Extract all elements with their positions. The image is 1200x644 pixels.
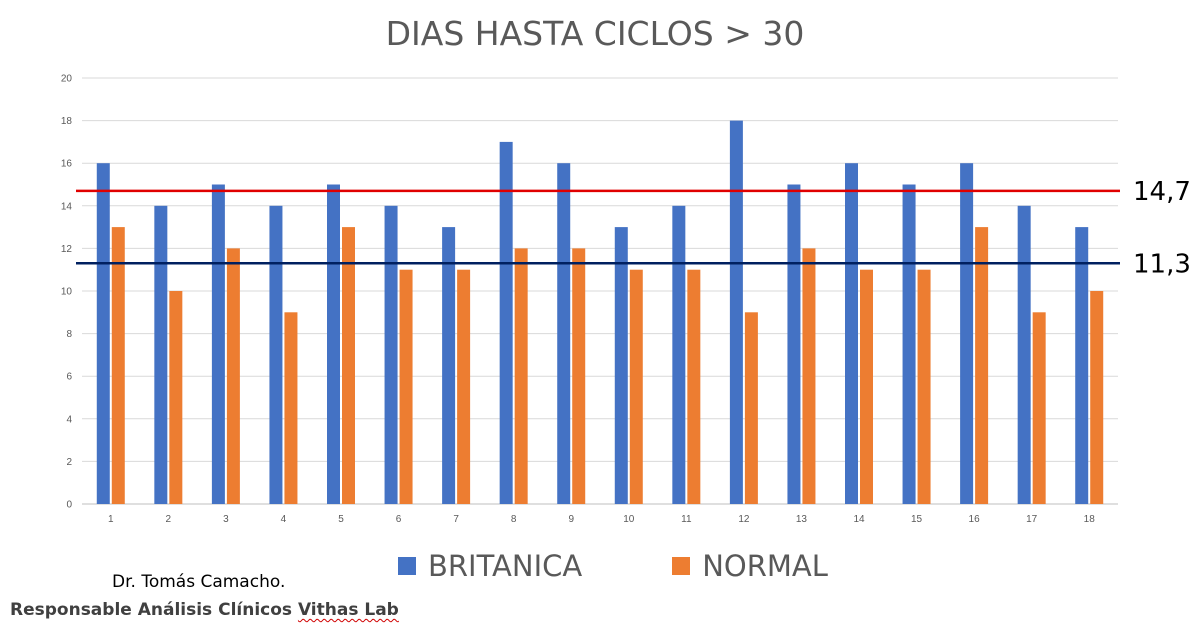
x-tick-label: 12: [738, 514, 750, 525]
bar-britanica-4: [269, 205, 283, 505]
bar-britanica-13: [787, 184, 801, 504]
legend-item-britanica: BRITANICA: [398, 549, 582, 583]
bar-britanica-3: [211, 184, 225, 504]
x-tick-label: 18: [1084, 514, 1096, 525]
gridlines: [82, 77, 1118, 505]
x-tick-label: 7: [453, 514, 459, 525]
y-tick-label: 10: [61, 287, 73, 298]
y-tick-label: 14: [61, 201, 73, 212]
bar-britanica-17: [1017, 205, 1031, 505]
bar-normal-4: [284, 312, 298, 504]
reference-line-label-2: 11,3: [1133, 249, 1191, 279]
bar-normal-18: [1090, 291, 1104, 504]
y-tick-label: 2: [66, 457, 72, 468]
bar-britanica-16: [960, 163, 974, 504]
bar-normal-5: [342, 227, 355, 504]
x-tick-label: 9: [568, 514, 574, 525]
bar-normal-8: [514, 248, 528, 504]
x-tick-label: 16: [969, 514, 981, 525]
bar-normal-3: [226, 248, 240, 504]
y-tick-label: 0: [66, 500, 72, 511]
x-tick-label: 10: [623, 514, 635, 525]
legend-swatch-britanica: [398, 557, 416, 575]
bar-normal-7: [457, 269, 471, 504]
bar-britanica-2: [154, 205, 168, 505]
bar-britanica-14: [845, 163, 858, 504]
bar-britanica-12: [729, 120, 743, 504]
bar-britanica-6: [384, 205, 398, 505]
bar-normal-6: [399, 269, 413, 504]
bar-normal-2: [169, 291, 183, 504]
x-tick-label: 4: [281, 514, 287, 525]
author-name: Dr. Tomás Camacho.: [112, 572, 286, 592]
bar-britanica-15: [902, 184, 916, 504]
bar-britanica-8: [499, 141, 513, 504]
bar-britanica-10: [614, 227, 628, 504]
x-tick-label: 11: [681, 514, 692, 525]
x-tick-label: 1: [108, 514, 114, 525]
x-tick-label: 8: [511, 514, 517, 525]
chart-title: DIAS HASTA CICLOS > 30: [385, 14, 805, 53]
reference-lines: 14,7 11,3: [76, 177, 1191, 279]
x-tick-label: 5: [338, 514, 344, 525]
legend-label-britanica: BRITANICA: [428, 549, 583, 583]
bar-normal-13: [802, 248, 816, 504]
x-tick-label: 15: [911, 514, 923, 525]
bar-normal-9: [572, 248, 586, 504]
bar-normal-16: [975, 227, 989, 504]
legend-swatch-normal: [672, 557, 691, 575]
x-tick-label: 2: [166, 514, 172, 525]
bar-britanica-1: [96, 163, 110, 504]
y-tick-label: 4: [66, 414, 72, 425]
bar-britanica-11: [672, 205, 686, 505]
bar-normal-15: [917, 269, 931, 504]
bar-normal-11: [687, 269, 701, 504]
y-tick-label: 12: [61, 244, 73, 255]
legend-label-normal: NORMAL: [702, 549, 828, 583]
x-tick-label: 3: [223, 514, 229, 525]
x-tick-label: 17: [1026, 514, 1038, 525]
bar-normal-1: [111, 227, 125, 504]
y-tick-label: 6: [66, 372, 72, 383]
x-tick-label: 14: [853, 514, 865, 525]
x-axis-ticks: 1 2 3 4 5 6 7 8 9 10 11 12 13 14 15 16 17 18: [108, 514, 1095, 525]
y-tick-label: 18: [61, 116, 73, 127]
author-role: Responsable Análisis Clínicos Vithas Lab: [10, 600, 399, 620]
role-suffix: Vithas Lab: [297, 600, 399, 620]
reference-line-label-1: 14,7: [1133, 177, 1191, 207]
bar-britanica-18: [1075, 227, 1089, 504]
role-prefix: Responsable Análisis Clínicos: [10, 600, 298, 620]
bar-normal-17: [1032, 312, 1046, 504]
bar-normal-14: [860, 269, 873, 504]
y-axis-ticks: 0 2 4 6 8 10 12 14 16 18 20: [61, 74, 73, 511]
bar-normal-12: [744, 312, 758, 504]
bar-britanica-5: [327, 184, 340, 504]
y-tick-label: 8: [66, 329, 72, 340]
y-tick-label: 20: [61, 74, 73, 85]
y-tick-label: 16: [61, 159, 73, 170]
bar-britanica-7: [442, 227, 456, 504]
legend: BRITANICA NORMAL: [398, 546, 918, 586]
x-tick-label: 6: [396, 514, 402, 525]
legend-item-normal: NORMAL: [672, 549, 828, 583]
bar-britanica-9: [557, 163, 571, 504]
bar-normal-10: [629, 269, 643, 504]
x-tick-label: 13: [796, 514, 808, 525]
bars: [96, 120, 1104, 505]
